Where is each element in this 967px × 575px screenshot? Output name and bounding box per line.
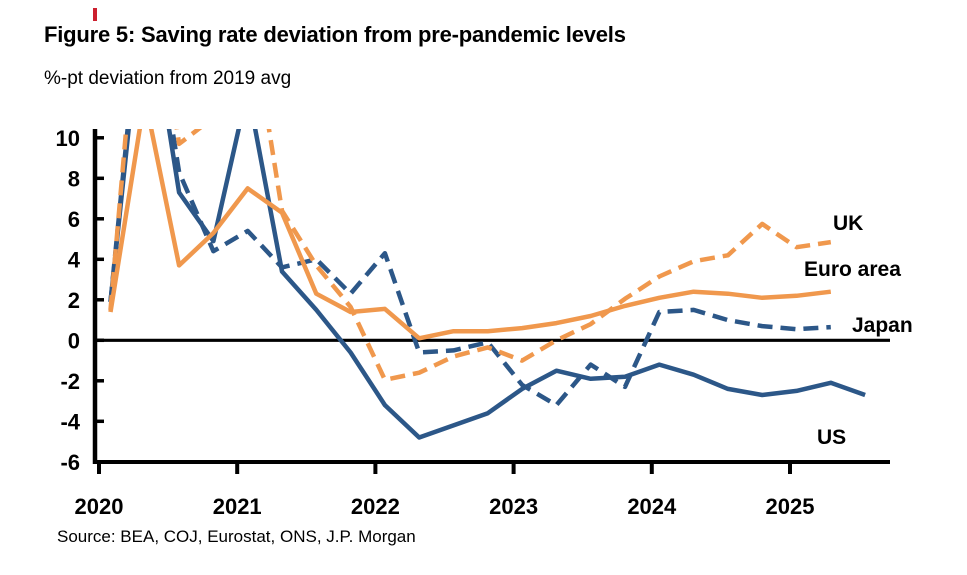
y-tick-label: -6	[60, 450, 80, 475]
series-line-japan	[108, 129, 831, 408]
series-label-uk: UK	[833, 212, 863, 235]
series-label-us: US	[817, 426, 846, 449]
chart-title: Figure 5: Saving rate deviation from pre…	[44, 22, 626, 47]
y-tick-label: 2	[68, 288, 80, 313]
y-tick-label: 8	[68, 166, 80, 191]
y-tick-label: 0	[68, 328, 80, 353]
series-line-us	[108, 129, 866, 440]
chart-subtitle: %-pt deviation from 2019 avg	[44, 68, 292, 89]
series-line-euro-area	[108, 129, 832, 341]
y-tick-label: 6	[68, 207, 80, 232]
series-line-uk	[108, 129, 832, 383]
series-label-japan: Japan	[852, 314, 913, 337]
y-tick-label: 10	[56, 126, 80, 151]
series-label-euro-area: Euro area	[804, 258, 901, 281]
x-tick-label: 2021	[213, 494, 262, 519]
y-tick-label: -2	[60, 369, 80, 394]
source-note: Source: BEA, COJ, Eurostat, ONS, J.P. Mo…	[57, 527, 416, 546]
y-tick-label: 4	[68, 247, 81, 272]
x-tick-label: 2022	[351, 494, 400, 519]
x-tick-label: 2024	[627, 494, 677, 519]
red-accent-mark	[93, 8, 97, 21]
x-tick-label: 2023	[489, 494, 538, 519]
x-tick-label: 2025	[766, 494, 815, 519]
x-tick-label: 2020	[75, 494, 124, 519]
y-tick-label: -4	[60, 409, 80, 434]
